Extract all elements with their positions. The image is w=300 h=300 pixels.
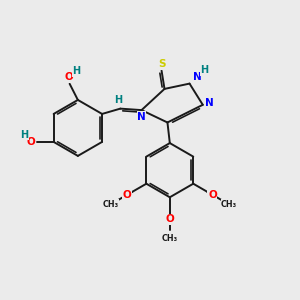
Text: CH₃: CH₃ [162,234,178,243]
Text: H: H [200,65,208,75]
Text: H: H [20,130,28,140]
Text: O: O [165,214,174,224]
Text: CH₃: CH₃ [103,200,119,209]
Text: N: N [205,98,214,108]
Text: H: H [72,66,80,76]
Text: O: O [27,137,35,147]
Text: O: O [208,190,217,200]
Text: N: N [193,72,201,82]
Text: N: N [137,112,146,122]
Text: CH₃: CH₃ [221,200,237,209]
Text: O: O [64,72,73,82]
Text: O: O [123,190,132,200]
Text: H: H [114,95,122,105]
Text: S: S [158,59,165,69]
